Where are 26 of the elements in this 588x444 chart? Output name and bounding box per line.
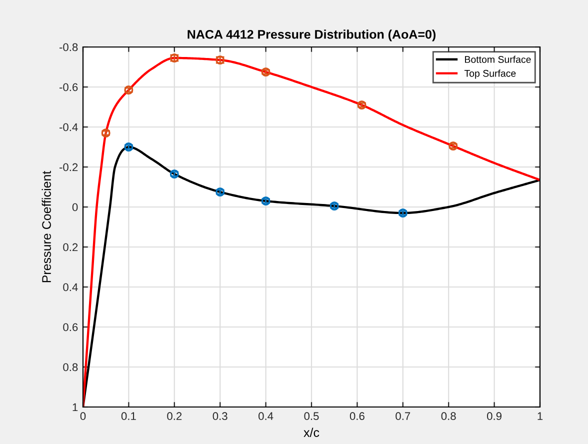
x-tick-label: 0.6 xyxy=(350,412,364,420)
y-tick-label: 0.2 xyxy=(63,243,78,252)
x-tick-label: 0.9 xyxy=(487,412,502,420)
y-tick-label: 0.6 xyxy=(63,323,78,332)
x-tick-label: 0.4 xyxy=(258,412,274,420)
chart-title: NACA 4412 Pressure Distribution (AoA=0) xyxy=(188,30,436,42)
legend-label: Bottom Surface xyxy=(465,56,531,63)
x-axis-title: x/c xyxy=(304,428,320,437)
y-axis-title: Pressure Coefficient xyxy=(42,170,51,282)
x-tick-label: 0.8 xyxy=(441,412,456,420)
x-tick-label: 0.7 xyxy=(396,412,410,420)
y-tick-label: -0.6 xyxy=(59,83,78,92)
x-tick-label: 1 xyxy=(538,412,543,420)
y-tick-label: -0.2 xyxy=(59,163,78,172)
x-tick-label: 0.5 xyxy=(304,412,319,420)
x-tick-label: 0.2 xyxy=(167,412,182,420)
y-tick-label: 0 xyxy=(72,203,78,212)
x-tick-label: 0.3 xyxy=(212,412,228,420)
y-tick-label: 0.4 xyxy=(63,283,78,292)
y-tick-label: -0.8 xyxy=(59,43,78,52)
y-tick-label: 1 xyxy=(72,403,78,412)
legend-label: Top Surface xyxy=(464,70,516,79)
y-tick-label: -0.4 xyxy=(59,123,78,132)
y-tick-label: 0.8 xyxy=(63,363,78,372)
x-tick-label: 0.1 xyxy=(121,412,136,420)
x-tick-label: 0 xyxy=(80,412,86,420)
